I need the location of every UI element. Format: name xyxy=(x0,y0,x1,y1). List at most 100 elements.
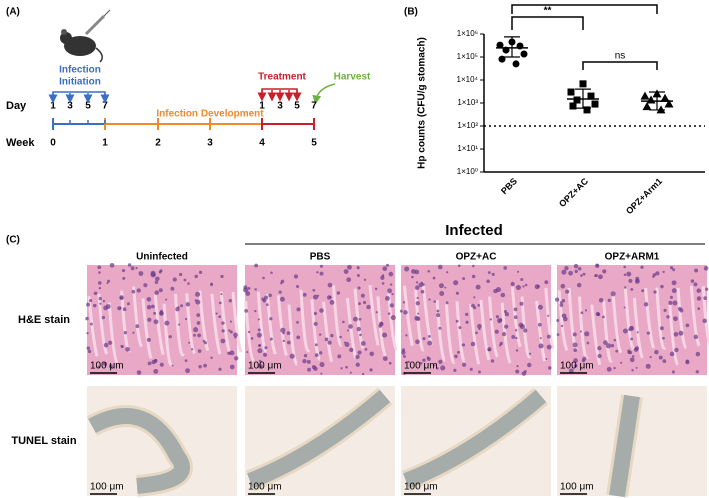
nucleus xyxy=(671,288,677,294)
nucleus xyxy=(580,274,583,277)
micrograph xyxy=(401,386,551,496)
y-tick-label: 1×10³ xyxy=(457,98,478,107)
nucleus xyxy=(349,347,354,353)
nucleus xyxy=(87,349,92,354)
nucleus xyxy=(470,341,476,347)
nucleus xyxy=(432,276,436,280)
nucleus xyxy=(254,309,257,313)
nucleus xyxy=(630,288,634,291)
week-number: 4 xyxy=(259,138,265,149)
epithelium xyxy=(609,394,640,498)
nucleus xyxy=(454,354,458,359)
nucleus xyxy=(289,353,295,359)
nucleus xyxy=(229,320,232,323)
nucleus xyxy=(568,368,574,374)
nucleus xyxy=(631,355,635,358)
nucleus xyxy=(391,293,394,296)
nucleus xyxy=(584,331,590,337)
nucleus xyxy=(504,324,509,329)
significance-bracket xyxy=(582,61,658,70)
nucleus xyxy=(515,336,518,340)
nucleus xyxy=(197,349,202,353)
nucleus xyxy=(666,315,670,319)
epithelium xyxy=(403,389,547,489)
gland xyxy=(444,302,456,365)
nucleus xyxy=(662,270,665,274)
nucleus xyxy=(382,266,388,272)
nucleus xyxy=(229,364,235,370)
nucleus xyxy=(399,309,403,313)
nucleus xyxy=(597,353,602,359)
gland xyxy=(414,289,426,352)
nucleus xyxy=(158,270,162,274)
nucleus xyxy=(270,271,273,275)
nucleus xyxy=(407,360,411,364)
nucleus xyxy=(198,270,203,274)
nucleus xyxy=(172,277,177,282)
data-point xyxy=(664,99,674,108)
nucleus xyxy=(382,356,388,361)
gland xyxy=(368,285,380,346)
y-tick-label: 1×10⁶ xyxy=(457,29,478,38)
nucleus xyxy=(607,298,611,303)
nucleus xyxy=(355,354,360,360)
nucleus xyxy=(515,349,519,352)
nucleus xyxy=(545,358,548,361)
nucleus xyxy=(384,295,390,301)
nucleus xyxy=(313,294,319,300)
nucleus xyxy=(194,299,197,302)
nucleus xyxy=(257,318,260,321)
epithelium xyxy=(247,389,391,489)
nucleus xyxy=(296,307,301,312)
nucleus xyxy=(258,344,262,347)
error-bar xyxy=(649,91,665,111)
gland xyxy=(299,289,311,353)
nucleus xyxy=(256,332,262,338)
gland xyxy=(567,287,579,350)
micrograph xyxy=(399,264,556,376)
gland xyxy=(510,286,522,348)
data-point xyxy=(569,102,577,110)
nucleus xyxy=(258,359,262,363)
nucleus xyxy=(210,356,213,359)
gland xyxy=(141,298,153,359)
nucleus xyxy=(420,289,425,294)
nucleus xyxy=(516,365,519,368)
nucleus xyxy=(356,326,362,332)
nucleus xyxy=(439,291,445,296)
nucleus xyxy=(511,335,516,339)
nucleus xyxy=(702,318,707,324)
initiation-title: Infection xyxy=(59,65,101,76)
nucleus xyxy=(160,309,163,313)
nucleus xyxy=(478,327,481,331)
gland xyxy=(479,299,491,361)
nucleus xyxy=(440,365,446,371)
gland xyxy=(162,303,174,367)
nucleus xyxy=(103,342,109,348)
nucleus xyxy=(461,343,466,347)
nucleus xyxy=(247,330,251,334)
x-tick-label: PBS xyxy=(499,176,519,196)
initiation-title: Initiation xyxy=(59,77,101,88)
nucleus xyxy=(677,306,682,311)
gland xyxy=(655,287,667,350)
nucleus xyxy=(461,362,467,367)
nucleus xyxy=(311,365,317,370)
nucleus xyxy=(411,275,414,279)
nucleus xyxy=(302,359,307,364)
nucleus xyxy=(190,348,194,351)
significance-label: ** xyxy=(581,0,589,5)
nucleus xyxy=(246,351,249,354)
nucleus xyxy=(102,299,106,303)
nucleus xyxy=(362,300,367,305)
nucleus xyxy=(130,266,135,271)
row-title: TUNEL stain xyxy=(11,435,76,447)
nucleus xyxy=(561,269,567,275)
micrograph xyxy=(243,263,398,376)
nucleus xyxy=(521,371,527,376)
nucleus xyxy=(696,288,702,293)
nucleus xyxy=(146,337,151,342)
nucleus xyxy=(672,268,676,272)
day-number: 3 xyxy=(67,101,73,112)
